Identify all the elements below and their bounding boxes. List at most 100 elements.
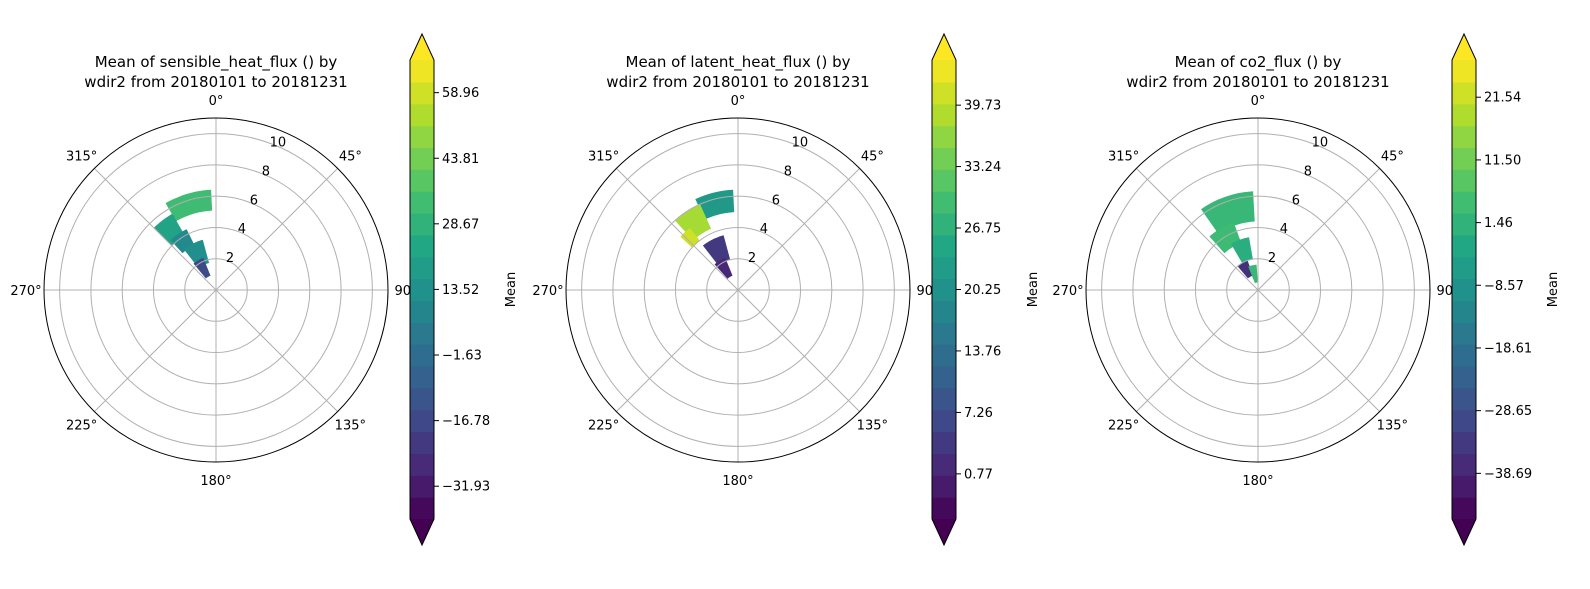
colorbar-segment (1452, 103, 1476, 127)
angular-grid-line (737, 289, 860, 412)
colorbar-tick-label: −8.57 (1484, 279, 1524, 294)
colorbar-extend-max (410, 34, 434, 60)
colorbar-segment (1452, 387, 1476, 411)
angular-grid-line (215, 168, 338, 291)
radial-tick-label: 10 (1312, 136, 1329, 151)
radial-tick-label: 2 (1268, 251, 1276, 266)
colorbar-segment (410, 278, 434, 302)
radial-tick-label: 4 (238, 222, 246, 237)
colorbar-segment (1452, 60, 1476, 83)
radial-tick-label: 10 (792, 136, 809, 151)
radial-tick-label: 8 (262, 164, 270, 179)
colorbar-tick-label: −18.61 (1484, 341, 1532, 356)
colorbar-segment (410, 300, 434, 323)
colorbar-tick-label: 20.25 (964, 283, 1001, 298)
angle-tick-label: 315° (1108, 150, 1139, 165)
colorbar-tick-label: −28.65 (1484, 404, 1532, 419)
radial-tick-label: 4 (760, 222, 768, 237)
angular-grid-line (1136, 168, 1259, 291)
colorbar-segment (1452, 147, 1476, 170)
colorbar-tick-label: 58.96 (442, 86, 479, 101)
colorbar-tick-label: 43.81 (442, 152, 479, 167)
colorbar-segment (1452, 213, 1476, 236)
colorbar-segment (1452, 169, 1476, 192)
colorbar-segment (1452, 322, 1476, 345)
colorbar-tick-label: 33.24 (964, 160, 1001, 175)
colorbar-segment (932, 387, 956, 411)
colorbar-segment (932, 234, 956, 258)
colorbar-segment (410, 169, 434, 192)
colorbar-segment (932, 453, 956, 476)
colorbar-tick-label: −16.78 (442, 414, 490, 429)
colorbar-segment (410, 256, 434, 280)
colorbar-segment (1452, 431, 1476, 455)
radial-tick-label: 6 (772, 193, 780, 208)
colorbar-extend-min (1452, 519, 1476, 545)
angle-tick-label: 315° (588, 150, 619, 165)
colorbar-segment (410, 125, 434, 149)
colorbar-segment (1452, 497, 1476, 520)
polar-spine (1085, 117, 1431, 463)
data-region (714, 257, 733, 279)
colorbar-extend-max (932, 34, 956, 60)
colorbar-segment (932, 497, 956, 520)
chart-title-line: Mean of latent_heat_flux () by (626, 53, 851, 72)
angular-grid-line (1257, 168, 1380, 291)
colorbar-segment (932, 475, 956, 498)
angular-grid-line (616, 168, 739, 291)
latent-heat-flux-panel: Mean of latent_heat_flux () by wdir2 from… (522, 0, 1052, 589)
colorbar-extend-min (932, 519, 956, 545)
angle-tick-label: 225° (1108, 418, 1139, 433)
colorbar-tick-label: 7.26 (964, 406, 993, 421)
colorbar-segment (932, 366, 956, 389)
colorbar-segment (1452, 256, 1476, 280)
angle-tick-label: 180° (1242, 474, 1273, 489)
angle-tick-label: 0° (209, 94, 224, 109)
chart-title-line: Mean of co2_flux () by (1175, 53, 1342, 72)
radial-tick-label: 4 (1280, 222, 1288, 237)
colorbar-segment (410, 409, 434, 433)
co2-flux-panel: Mean of co2_flux () by wdir2 from 2018010… (1042, 0, 1572, 589)
polar-spine (565, 117, 911, 463)
colorbar-extend-min (410, 519, 434, 545)
colorbar-segment (1452, 366, 1476, 389)
colorbar-segment (1452, 234, 1476, 258)
colorbar-segment (410, 213, 434, 236)
angle-tick-label: 225° (588, 418, 619, 433)
colorbar-tick-label: −31.93 (442, 480, 490, 495)
colorbar-segment (932, 409, 956, 433)
colorbar-segment (932, 147, 956, 170)
chart-title-line: Mean of sensible_heat_flux () by (95, 53, 338, 72)
colorbar-segment (932, 431, 956, 455)
colorbar-segment (410, 497, 434, 520)
colorbar-tick-label: −38.69 (1484, 467, 1532, 482)
radial-tick-label: 8 (1304, 164, 1312, 179)
angular-grid-line (94, 289, 217, 412)
data-region (193, 257, 211, 279)
angle-tick-label: 45° (1381, 150, 1404, 165)
colorbar-outline (931, 32, 957, 547)
angle-tick-label: 135° (1377, 418, 1408, 433)
colorbar-segment (932, 81, 956, 105)
colorbar-segment (1452, 409, 1476, 433)
colorbar-segment (410, 475, 434, 498)
radial-tick-label: 2 (226, 251, 234, 266)
colorbar-tick-label: 39.73 (964, 99, 1001, 114)
angular-grid-line (1257, 289, 1380, 412)
colorbar-segment (410, 191, 434, 214)
colorbar-segment (410, 431, 434, 455)
angle-tick-label: 45° (861, 150, 884, 165)
colorbar-segment (410, 81, 434, 105)
colorbar-segment (410, 387, 434, 411)
colorbar-segment (932, 191, 956, 214)
angular-grid-line (215, 289, 338, 412)
colorbar-segment (932, 256, 956, 280)
colorbar-segment (1452, 475, 1476, 498)
colorbar-segment (1452, 81, 1476, 105)
colorbar-segment (410, 234, 434, 258)
angular-grid-line (94, 168, 217, 291)
angle-tick-label: 180° (722, 474, 753, 489)
angle-tick-label: 270° (10, 284, 41, 299)
